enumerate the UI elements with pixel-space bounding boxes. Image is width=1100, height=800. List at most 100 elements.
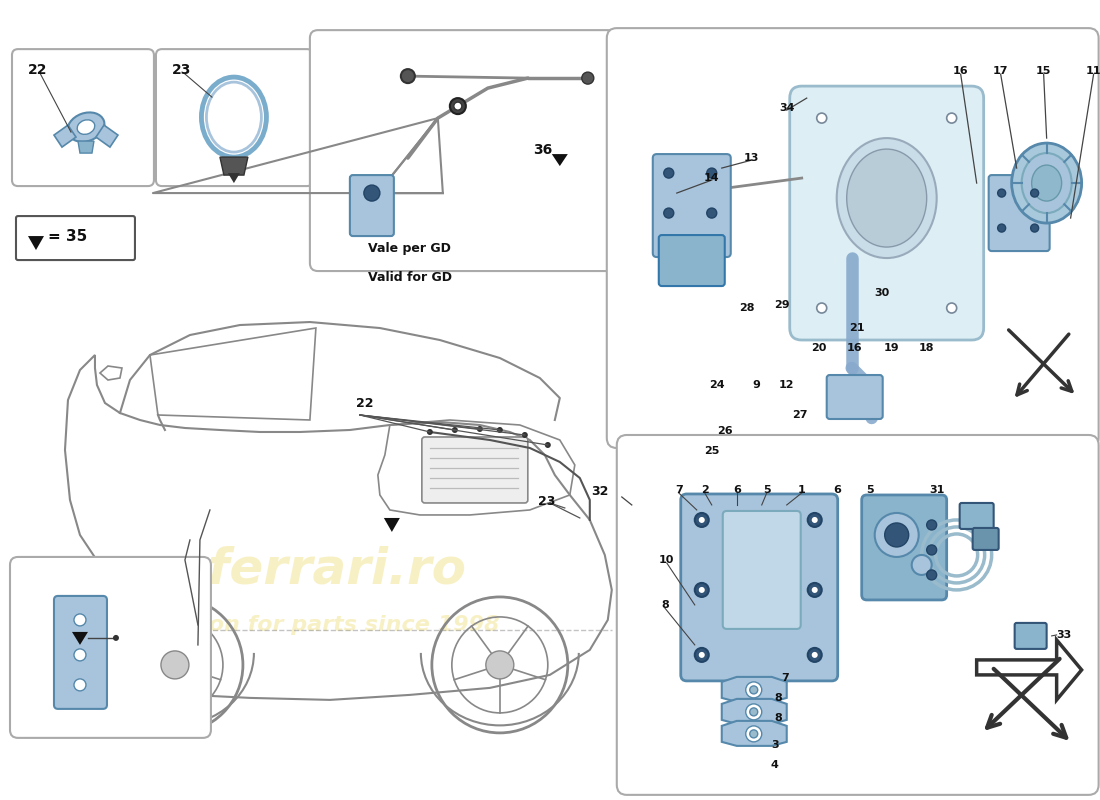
Polygon shape: [72, 632, 88, 645]
Circle shape: [452, 427, 458, 433]
Circle shape: [750, 708, 758, 716]
Circle shape: [947, 113, 957, 123]
Circle shape: [746, 704, 761, 720]
Circle shape: [816, 113, 827, 123]
FancyBboxPatch shape: [681, 494, 838, 681]
Circle shape: [582, 72, 594, 84]
Text: 8: 8: [774, 693, 782, 703]
Polygon shape: [384, 518, 400, 532]
Circle shape: [926, 570, 937, 580]
Text: = 35: = 35: [48, 229, 87, 244]
Text: 3: 3: [771, 740, 779, 750]
FancyBboxPatch shape: [156, 49, 312, 186]
Circle shape: [74, 679, 86, 691]
Text: 34: 34: [779, 103, 794, 113]
Text: 28: 28: [739, 303, 755, 313]
Circle shape: [427, 429, 433, 435]
Text: 19: 19: [884, 343, 900, 353]
Text: e-ferrari.ro: e-ferrari.ro: [153, 546, 466, 594]
Text: 36: 36: [532, 143, 552, 157]
Text: 23: 23: [172, 63, 191, 77]
Text: 29: 29: [774, 300, 790, 310]
Circle shape: [400, 69, 415, 83]
Text: 6: 6: [733, 485, 740, 495]
Text: 7: 7: [781, 673, 789, 683]
Text: 17: 17: [993, 66, 1009, 76]
Circle shape: [74, 614, 86, 626]
Circle shape: [926, 520, 937, 530]
Ellipse shape: [837, 138, 937, 258]
Text: 12: 12: [779, 380, 794, 390]
Circle shape: [998, 224, 1005, 232]
Ellipse shape: [1022, 153, 1071, 213]
FancyBboxPatch shape: [350, 175, 394, 236]
Ellipse shape: [847, 149, 926, 247]
FancyBboxPatch shape: [54, 596, 107, 709]
Polygon shape: [54, 125, 76, 147]
Circle shape: [113, 635, 119, 641]
Circle shape: [698, 517, 705, 523]
Polygon shape: [78, 141, 94, 153]
Circle shape: [884, 523, 909, 547]
Circle shape: [746, 682, 761, 698]
Polygon shape: [220, 157, 248, 175]
Circle shape: [497, 427, 503, 433]
FancyBboxPatch shape: [659, 235, 725, 286]
FancyBboxPatch shape: [959, 503, 993, 529]
Text: a passion for parts since 1998: a passion for parts since 1998: [121, 615, 499, 635]
Text: 2: 2: [701, 485, 708, 495]
Polygon shape: [28, 236, 44, 250]
Text: 22: 22: [356, 397, 374, 410]
Circle shape: [746, 726, 761, 742]
FancyBboxPatch shape: [422, 437, 528, 503]
Text: Vale per GD: Vale per GD: [367, 242, 451, 255]
Text: 33: 33: [1057, 630, 1071, 640]
Ellipse shape: [77, 120, 95, 134]
FancyBboxPatch shape: [827, 375, 882, 419]
Circle shape: [663, 208, 674, 218]
Polygon shape: [722, 721, 786, 746]
Text: 7: 7: [675, 485, 683, 495]
Circle shape: [74, 649, 86, 661]
Text: 13: 13: [744, 153, 759, 163]
Circle shape: [926, 545, 937, 555]
FancyBboxPatch shape: [607, 28, 1099, 448]
Polygon shape: [722, 677, 786, 702]
Circle shape: [812, 587, 817, 593]
Circle shape: [161, 651, 189, 679]
Text: 26: 26: [717, 426, 733, 436]
Circle shape: [450, 98, 465, 114]
Circle shape: [695, 648, 708, 662]
Circle shape: [947, 303, 957, 313]
Circle shape: [816, 303, 827, 313]
Text: 31: 31: [930, 485, 945, 495]
Circle shape: [1031, 224, 1038, 232]
Text: 27: 27: [792, 410, 807, 420]
Text: 11: 11: [1086, 66, 1100, 76]
Circle shape: [807, 583, 822, 597]
Text: 4: 4: [771, 760, 779, 770]
Circle shape: [521, 432, 528, 438]
Text: 9: 9: [752, 380, 761, 390]
FancyBboxPatch shape: [790, 86, 983, 340]
Text: 18: 18: [918, 343, 934, 353]
FancyBboxPatch shape: [989, 175, 1049, 251]
Text: 8: 8: [661, 600, 669, 610]
Circle shape: [707, 168, 717, 178]
Circle shape: [454, 102, 462, 110]
Circle shape: [707, 208, 717, 218]
Text: 23: 23: [538, 495, 556, 508]
Text: 1: 1: [798, 485, 805, 495]
Circle shape: [912, 555, 932, 575]
Text: Valid for GD: Valid for GD: [367, 271, 452, 284]
Text: 32: 32: [592, 485, 608, 498]
Circle shape: [476, 426, 483, 432]
Ellipse shape: [1012, 143, 1081, 223]
Circle shape: [695, 583, 708, 597]
Circle shape: [486, 651, 514, 679]
Text: 30: 30: [874, 288, 889, 298]
Circle shape: [998, 189, 1005, 197]
Text: 5: 5: [763, 485, 770, 495]
FancyBboxPatch shape: [1014, 623, 1046, 649]
Polygon shape: [722, 699, 786, 724]
